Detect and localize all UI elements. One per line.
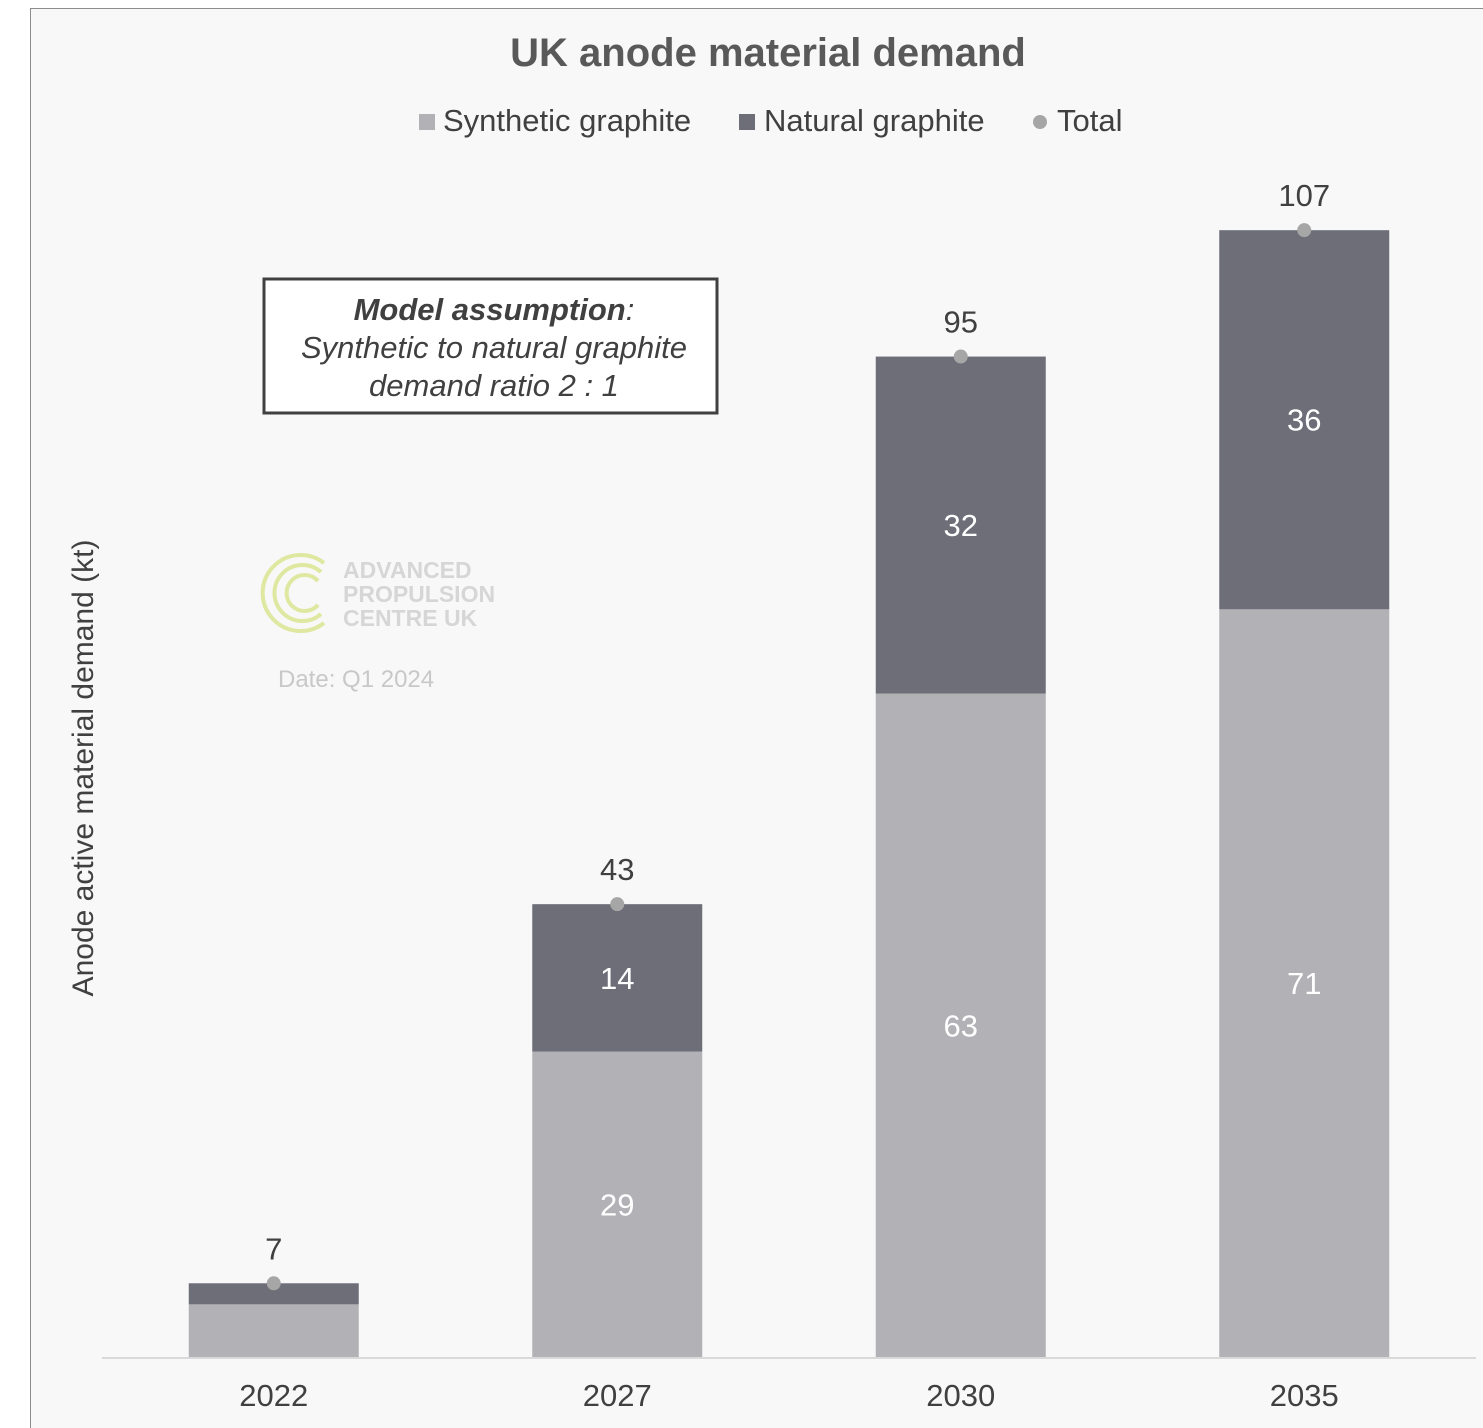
total-marker-2030	[953, 349, 968, 364]
total-label-2027: 43	[600, 852, 634, 887]
total-marker-2022	[266, 1276, 281, 1291]
apc-logo-mark	[260, 553, 326, 633]
logo-text-line-3: CENTRE UK	[343, 605, 478, 631]
labels-layer: 7 29 14 43 63 32 95 71 36 107	[265, 178, 1330, 1291]
legend-label-natural: Natural graphite	[764, 103, 985, 138]
x-tick-2030: 2030	[926, 1378, 995, 1413]
y-axis-title: Anode active material demand (kt)	[67, 540, 100, 997]
total-label-2030: 95	[944, 305, 978, 340]
legend-item-synthetic: Synthetic graphite	[419, 103, 691, 138]
annotation-box: Model assumption: Synthetic to natural g…	[262, 277, 719, 415]
annotation-line-2: demand ratio 2 : 1	[369, 368, 619, 403]
x-tick-2035: 2035	[1270, 1378, 1339, 1413]
legend-item-natural: Natural graphite	[739, 103, 985, 138]
legend-label-total: Total	[1057, 103, 1122, 138]
bar-synthetic-graphite-2027	[532, 1051, 703, 1357]
value-label-natural-graphite-2030: 32	[944, 508, 978, 543]
apc-logo: ADVANCED PROPULSION CENTRE UK	[260, 553, 495, 633]
logo-arc-inner	[284, 573, 320, 613]
total-label-2035: 107	[1278, 178, 1330, 213]
logo-arc-outer	[260, 553, 326, 633]
total-label-2022: 7	[265, 1231, 282, 1266]
bar-natural-graphite-2035	[1219, 230, 1390, 610]
value-label-natural-graphite-2027: 14	[600, 961, 634, 996]
logo-arc-middle	[272, 563, 323, 623]
x-tick-labels: 2022 2027 2030 2035	[239, 1378, 1338, 1413]
annotation-heading: Model assumption	[354, 292, 626, 327]
legend-swatch-natural	[739, 114, 755, 130]
bars-layer	[188, 230, 1390, 1357]
value-label-synthetic-graphite-2027: 29	[600, 1187, 634, 1222]
chart-title: UK anode material demand	[510, 31, 1026, 75]
bar-synthetic-graphite-2022	[188, 1304, 359, 1357]
bar-natural-graphite-2027	[532, 904, 703, 1052]
logo-text-line-2: PROPULSION	[343, 581, 495, 607]
legend-label-synthetic: Synthetic graphite	[443, 103, 691, 138]
logo-text-line-1: ADVANCED	[343, 557, 472, 583]
total-marker-2035	[1297, 223, 1312, 238]
bar-natural-graphite-2022	[188, 1283, 359, 1305]
legend-swatch-synthetic	[419, 114, 435, 130]
x-tick-2027: 2027	[583, 1378, 652, 1413]
total-marker-2027	[610, 897, 625, 912]
value-label-synthetic-graphite-2035: 71	[1287, 966, 1321, 1001]
bar-natural-graphite-2030	[875, 356, 1046, 694]
value-label-synthetic-graphite-2030: 63	[944, 1008, 978, 1043]
annotation-colon: :	[626, 292, 635, 327]
x-tick-2022: 2022	[239, 1378, 308, 1413]
annotation-border	[262, 277, 719, 415]
value-label-natural-graphite-2035: 36	[1287, 403, 1321, 438]
legend-item-total: Total	[1033, 103, 1122, 138]
bar-synthetic-graphite-2030	[875, 693, 1046, 1357]
legend: Synthetic graphite Natural graphite Tota…	[419, 103, 1122, 138]
legend-marker-total	[1033, 115, 1047, 129]
watermark-date: Date: Q1 2024	[278, 666, 434, 693]
bar-synthetic-graphite-2035	[1219, 609, 1390, 1357]
annotation-heading-line: Model assumption:	[354, 292, 635, 327]
annotation-line-1: Synthetic to natural graphite	[301, 330, 687, 365]
